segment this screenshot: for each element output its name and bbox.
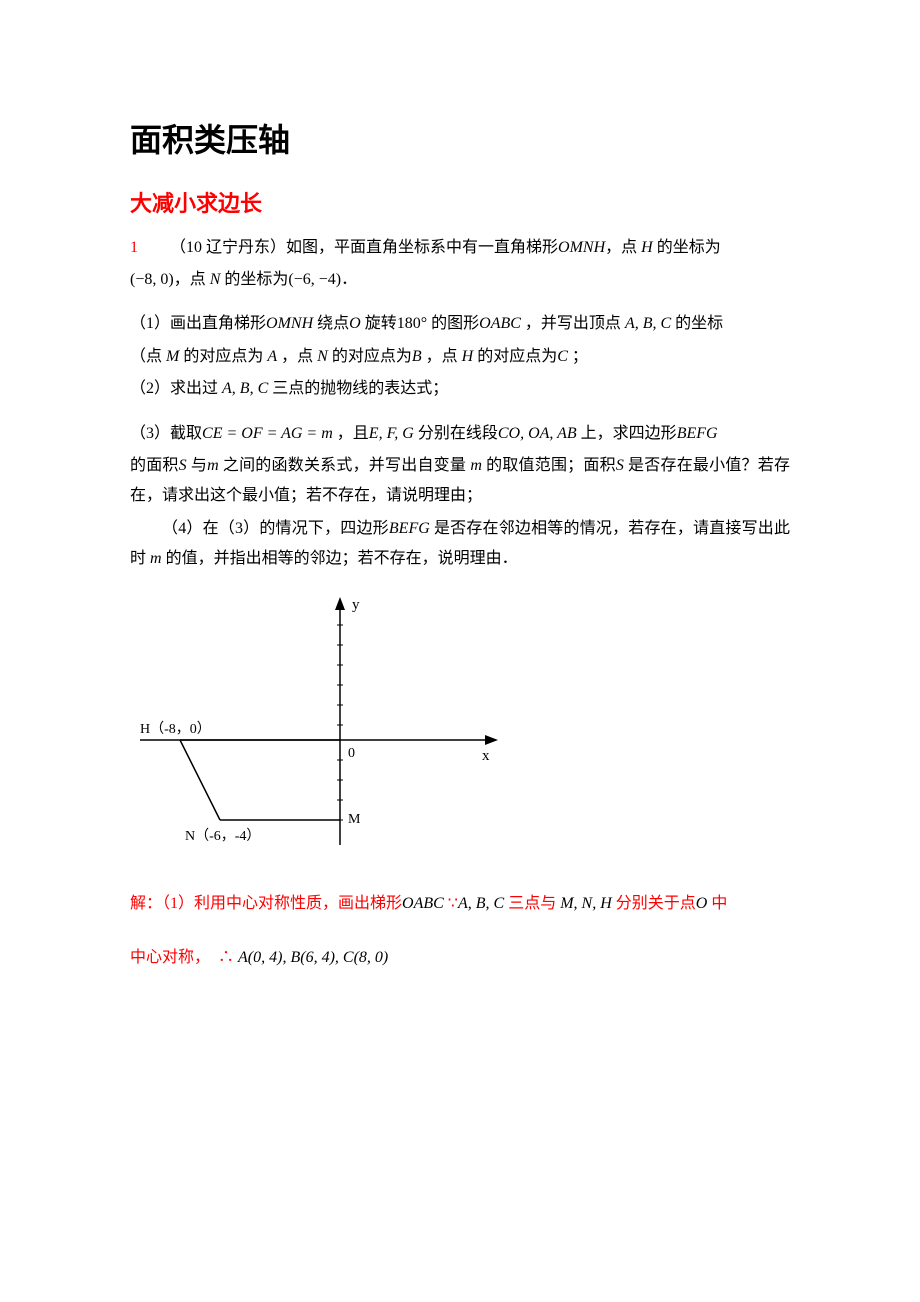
text: ，点 (281, 348, 313, 365)
solution-line2: 中心对称， ∴ A(0, 4), B(6, 4), C(8, 0) (130, 943, 790, 973)
math: O (696, 895, 708, 912)
section-subtitle: 大减小求边长 (130, 183, 790, 225)
question-1-line1: （1）画出直角梯形OMNH 绕点O 旋转180° 的图形OABC ，并写出顶点 … (130, 309, 790, 339)
text: 的坐标为 (224, 271, 288, 288)
text: ，点 (426, 348, 458, 365)
x-axis-label: x (482, 748, 490, 764)
text: 的取值范围；面积 (486, 457, 616, 474)
math: OABC (402, 895, 444, 912)
m-point-label: M (348, 812, 361, 827)
coord-h: (−8, 0) (130, 271, 174, 288)
text: 分别在线段 (418, 425, 498, 442)
text: 的坐标为 (657, 239, 721, 256)
text: 的对应点为 (332, 348, 412, 365)
coord-n: (−6, −4) (288, 271, 341, 288)
math: M (166, 348, 179, 365)
math: m (150, 550, 162, 567)
math: m (207, 457, 219, 474)
text: 中心对称， (130, 949, 210, 966)
text: 之间的函数关系式，并写出自变量 (223, 457, 466, 474)
math: A, B, C (222, 380, 268, 397)
math: 180° (397, 315, 427, 332)
math: H (462, 348, 474, 365)
question-2: （2）求出过 A, B, C 三点的抛物线的表达式； (130, 374, 790, 404)
text: ； (572, 348, 588, 365)
problem-intro: 1 （10 辽宁丹东）如图，平面直角坐标系中有一直角梯形OMNH，点 H 的坐标为 (130, 233, 790, 263)
solution-line1: 解：（1）利用中心对称性质，画出梯形OABC ∵A, B, C 三点与 M, N… (130, 889, 790, 919)
problem-number: 1 (130, 239, 138, 256)
coordinate-figure: y x 0 H（-8，0） N（-6，-4） M (130, 585, 510, 865)
text: 的坐标 (675, 315, 723, 332)
text: （4）在（3）的情况下，四边形 (162, 520, 389, 537)
math: BEFG (389, 520, 430, 537)
text: ，并写出顶点 (525, 315, 621, 332)
text: 三点与 (508, 895, 556, 912)
math: O (349, 315, 361, 332)
math: S (179, 457, 187, 474)
text: （点 (130, 348, 162, 365)
text: 三点的抛物线的表达式； (272, 380, 448, 397)
math: A, B, C (625, 315, 671, 332)
question-3-line1: （3）截取CE = OF = AG = m ，且E, F, G 分别在线段CO,… (130, 419, 790, 449)
text: 旋转 (365, 315, 397, 332)
period: ． (341, 271, 357, 288)
h-point-label: H（-8，0） (140, 721, 211, 737)
math: C (557, 348, 568, 365)
text: （3）截取 (130, 425, 202, 442)
math: OMNH (266, 315, 313, 332)
text: 解：（1）利用中心对称性质，画出梯形 (130, 895, 402, 912)
math: OABC (479, 315, 521, 332)
math: E, F, G (369, 425, 414, 442)
text: （1）画出直角梯形 (130, 315, 266, 332)
text: 分别关于点 (616, 895, 696, 912)
math: A, B, C (458, 895, 504, 912)
math: M, N, H (560, 895, 612, 912)
text: ，点 (605, 239, 637, 256)
problem-coords: (−8, 0)，点 N 的坐标为(−6, −4)． (130, 265, 790, 295)
question-1-line2: （点 M 的对应点为 A ，点 N 的对应点为B ，点 H 的对应点为C ； (130, 342, 790, 372)
math-n: N (210, 271, 221, 288)
math: BEFG (677, 425, 718, 442)
text: （10 辽宁丹东）如图，平面直角坐标系中有一直角梯形 (170, 239, 558, 256)
text: 的面积 (130, 457, 179, 474)
y-axis-label: y (352, 597, 360, 613)
text: 的对应点为 (477, 348, 557, 365)
question-3-line2: 的面积S 与m 之间的函数关系式，并写出自变量 m 的取值范围；面积S 是否存在… (130, 451, 790, 512)
math-omnh: OMNH (558, 239, 605, 256)
text: 中 (711, 895, 727, 912)
n-point-label: N（-6，-4） (185, 828, 260, 844)
math: CE = OF = AG = m (202, 425, 333, 442)
math: N (317, 348, 328, 365)
math: CO, OA, AB (498, 425, 577, 442)
text: 绕点 (317, 315, 349, 332)
math: B (412, 348, 422, 365)
text: ∵ (448, 895, 458, 912)
text: ，点 (174, 271, 206, 288)
text: ∴ (218, 949, 234, 966)
text: ，且 (337, 425, 369, 442)
text: （2）求出过 (130, 380, 218, 397)
math: S (616, 457, 624, 474)
text: 与 (191, 457, 207, 474)
text: 的值，并指出相等的邻边；若不存在，说明理由． (166, 550, 518, 567)
question-4: （4）在（3）的情况下，四边形BEFG 是否存在邻边相等的情况，若存在，请直接写… (130, 514, 790, 575)
text: 上，求四边形 (581, 425, 677, 442)
math: A (267, 348, 277, 365)
math: A(0, 4), B(6, 4), C(8, 0) (238, 949, 388, 966)
main-title: 面积类压轴 (130, 110, 790, 171)
text: 的图形 (431, 315, 479, 332)
origin-label: 0 (348, 746, 355, 761)
math: m (470, 457, 482, 474)
text: 的对应点为 (183, 348, 263, 365)
math-h: H (641, 239, 653, 256)
